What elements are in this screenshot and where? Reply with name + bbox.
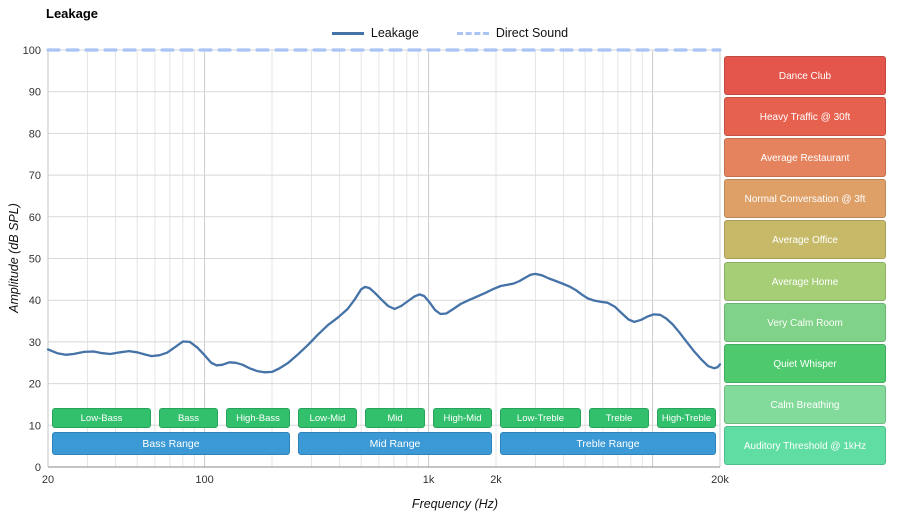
svg-text:10: 10 (29, 420, 41, 432)
chart-title: Leakage (46, 6, 99, 21)
svg-text:100: 100 (23, 45, 41, 57)
svg-text:60: 60 (29, 212, 41, 224)
band-button-low-mid[interactable]: Low-Mid (298, 408, 357, 428)
band-button-mid[interactable]: Mid (365, 408, 425, 428)
svg-text:80: 80 (29, 128, 41, 140)
noise-level-normal-conversation: Normal Conversation @ 3ft (724, 179, 886, 218)
svg-text:50: 50 (29, 254, 41, 266)
direct-sound-line-swatch (456, 31, 489, 35)
legend: Leakage Direct Sound (0, 26, 900, 40)
band-button-low-treble[interactable]: Low-Treble (500, 408, 581, 428)
svg-text:20k: 20k (711, 474, 729, 486)
svg-text:90: 90 (29, 87, 41, 99)
y-axis-title: Amplitude (dB SPL) (7, 203, 21, 313)
legend-item-direct-sound[interactable]: Direct Sound (456, 26, 569, 40)
svg-text:2k: 2k (490, 474, 502, 486)
noise-level-average-restaurant: Average Restaurant (724, 138, 886, 177)
svg-text:30: 30 (29, 337, 41, 349)
band-button-low-bass[interactable]: Low-Bass (52, 408, 151, 428)
svg-text:40: 40 (29, 295, 41, 307)
x-axis-title: Frequency (Hz) (411, 497, 499, 511)
noise-level-average-office: Average Office (724, 220, 886, 259)
svg-text:20: 20 (42, 474, 54, 486)
noise-level-average-home: Average Home (724, 262, 886, 301)
svg-text:1k: 1k (423, 474, 435, 486)
noise-level-calm-breathing: Calm Breathing (724, 385, 886, 424)
svg-text:70: 70 (29, 170, 41, 182)
svg-text:20: 20 (29, 379, 41, 391)
legend-item-leakage[interactable]: Leakage (331, 26, 419, 40)
legend-label-direct-sound: Direct Sound (495, 26, 569, 40)
leakage-line-swatch (331, 31, 364, 35)
noise-level-quiet-whisper: Quiet Whisper (724, 344, 886, 383)
noise-level-dance-club: Dance Club (724, 56, 886, 95)
band-button-bass[interactable]: Bass (159, 408, 218, 428)
band-button-treble[interactable]: Treble (589, 408, 649, 428)
band-button-high-mid[interactable]: High-Mid (433, 408, 492, 428)
range-button-treble[interactable]: Treble Range (500, 432, 716, 455)
band-button-high-treble[interactable]: High-Treble (657, 408, 716, 428)
noise-level-heavy-traffic: Heavy Traffic @ 30ft (724, 97, 886, 136)
svg-text:0: 0 (35, 462, 41, 474)
noise-level-auditory-threshold: Auditory Threshold @ 1kHz (724, 426, 886, 465)
band-button-high-bass[interactable]: High-Bass (226, 408, 290, 428)
svg-text:100: 100 (195, 474, 213, 486)
range-button-mid[interactable]: Mid Range (298, 432, 492, 455)
noise-level-very-calm-room: Very Calm Room (724, 303, 886, 342)
range-button-bass[interactable]: Bass Range (52, 432, 290, 455)
legend-label-leakage: Leakage (370, 26, 419, 40)
